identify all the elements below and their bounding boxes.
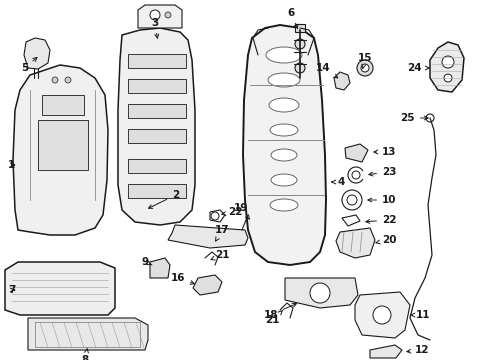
Ellipse shape <box>270 149 296 161</box>
Polygon shape <box>24 38 50 69</box>
Polygon shape <box>335 228 374 258</box>
Bar <box>128 184 185 198</box>
Polygon shape <box>38 120 88 170</box>
Circle shape <box>360 64 368 72</box>
Text: 16: 16 <box>170 273 194 284</box>
Circle shape <box>309 283 329 303</box>
Circle shape <box>294 63 305 73</box>
Text: 4: 4 <box>331 177 345 187</box>
Text: 1: 1 <box>8 160 15 170</box>
Polygon shape <box>5 262 115 315</box>
Text: 17: 17 <box>215 225 229 241</box>
Text: 15: 15 <box>357 53 372 69</box>
Circle shape <box>294 39 305 49</box>
Text: 13: 13 <box>373 147 396 157</box>
Ellipse shape <box>265 47 302 63</box>
Text: 9: 9 <box>142 257 152 267</box>
Text: 8: 8 <box>81 349 88 360</box>
Text: 10: 10 <box>367 195 396 205</box>
Text: 21: 21 <box>211 250 229 260</box>
Text: 6: 6 <box>287 8 297 28</box>
Ellipse shape <box>269 199 297 211</box>
Bar <box>294 24 305 32</box>
Ellipse shape <box>268 98 298 112</box>
Text: 21: 21 <box>265 310 282 325</box>
Bar <box>128 159 185 173</box>
Bar <box>128 54 185 68</box>
Text: 23: 23 <box>368 167 396 177</box>
Bar <box>128 104 185 118</box>
Text: 12: 12 <box>406 345 428 355</box>
Polygon shape <box>138 5 182 28</box>
Polygon shape <box>243 25 325 265</box>
Polygon shape <box>118 28 195 225</box>
Text: 5: 5 <box>20 58 37 73</box>
Text: 11: 11 <box>409 310 429 320</box>
Circle shape <box>443 74 451 82</box>
Ellipse shape <box>270 174 296 186</box>
Circle shape <box>52 77 58 83</box>
Text: 19: 19 <box>233 203 249 219</box>
Text: 18: 18 <box>263 303 296 320</box>
Circle shape <box>150 10 160 20</box>
Circle shape <box>65 77 71 83</box>
Polygon shape <box>13 65 108 235</box>
Bar <box>128 79 185 93</box>
Circle shape <box>441 56 453 68</box>
Polygon shape <box>285 278 357 308</box>
Circle shape <box>356 60 372 76</box>
Polygon shape <box>193 275 222 295</box>
Text: 2: 2 <box>148 190 179 208</box>
Polygon shape <box>354 292 409 338</box>
Text: 24: 24 <box>407 63 428 73</box>
Circle shape <box>164 12 171 18</box>
Text: 20: 20 <box>375 235 396 245</box>
Ellipse shape <box>267 73 299 87</box>
Text: 7: 7 <box>8 285 15 295</box>
Text: 3: 3 <box>151 18 159 38</box>
Ellipse shape <box>269 124 297 136</box>
Polygon shape <box>369 345 401 358</box>
Polygon shape <box>28 318 148 350</box>
Polygon shape <box>429 42 463 92</box>
Polygon shape <box>150 258 170 278</box>
Text: 22: 22 <box>365 215 396 225</box>
Polygon shape <box>42 95 84 115</box>
Bar <box>128 129 185 143</box>
Polygon shape <box>333 72 349 90</box>
Text: 14: 14 <box>315 63 337 78</box>
Text: 25: 25 <box>400 113 427 123</box>
Circle shape <box>372 306 390 324</box>
Text: 22: 22 <box>222 207 242 217</box>
Polygon shape <box>345 144 367 162</box>
Polygon shape <box>168 225 247 248</box>
